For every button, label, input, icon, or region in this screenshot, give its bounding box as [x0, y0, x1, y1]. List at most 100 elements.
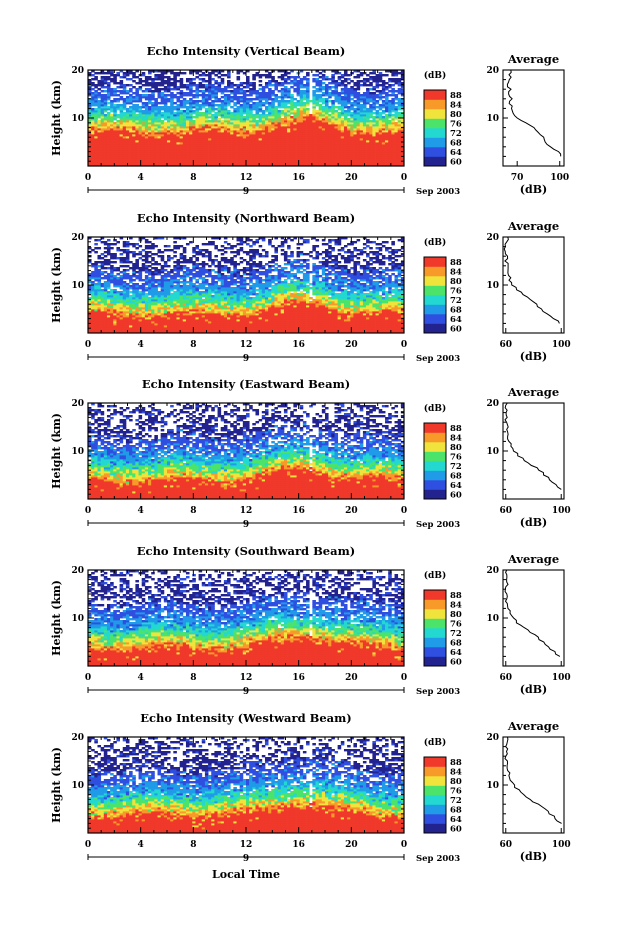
heatmap-cell	[328, 114, 332, 116]
heatmap-cell	[287, 72, 291, 74]
heatmap-cell	[281, 110, 285, 112]
heatmap-cell	[319, 76, 323, 78]
heatmap-cell	[170, 92, 174, 94]
heatmap-cell	[265, 92, 269, 94]
heatmap-cell	[259, 114, 263, 116]
heatmap-cell	[341, 74, 345, 76]
heatmap-cell	[123, 98, 127, 100]
profile-frame	[503, 70, 564, 166]
heatmap-cell	[382, 80, 386, 82]
heatmap-cell	[208, 102, 212, 104]
heatmap-cell	[297, 100, 301, 102]
heatmap-cell	[120, 265, 124, 267]
x-tick-label: 0	[401, 173, 407, 183]
heatmap-cell	[142, 255, 146, 257]
heatmap-cell	[186, 100, 190, 102]
heatmap-cell	[224, 94, 228, 96]
heatmap-cell	[94, 239, 98, 241]
heatmap-cell	[129, 291, 133, 293]
heatmap-cell	[97, 120, 101, 122]
heatmap-cell	[395, 106, 399, 108]
heatmap-cell	[303, 102, 307, 104]
heatmap-cell	[195, 76, 199, 78]
heatmap-cell	[255, 90, 259, 92]
heatmap-cell	[395, 94, 399, 96]
heatmap-cell	[101, 90, 105, 92]
heatmap-cell	[372, 116, 376, 118]
heatmap-cell	[360, 84, 364, 86]
heatmap-cell	[107, 291, 111, 293]
heatmap-cell	[271, 98, 275, 100]
heatmap-cell	[97, 80, 101, 82]
heatmap-cell	[391, 98, 395, 100]
heatmap-cell	[101, 257, 105, 259]
heatmap-cell	[221, 78, 225, 80]
heatmap-cell	[379, 72, 383, 74]
heatmap-cell	[113, 253, 117, 255]
y-axis-label: Height (km)	[50, 80, 63, 156]
heatmap-cell	[262, 102, 266, 104]
heatmap-cell	[135, 82, 139, 84]
heatmap-cell	[120, 76, 124, 78]
heatmap-cell	[331, 90, 335, 92]
panel-title: Echo Intensity (Vertical Beam)	[147, 44, 346, 58]
heatmap-cell	[341, 96, 345, 98]
heatmap-cell	[97, 92, 101, 94]
heatmap-cell	[274, 94, 278, 96]
heatmap-cell	[249, 104, 253, 106]
heatmap-cell	[135, 243, 139, 245]
heatmap-cell	[246, 98, 250, 100]
heatmap-cell	[186, 106, 190, 108]
heatmap-cell	[120, 90, 124, 92]
heatmap-cell	[347, 118, 351, 120]
heatmap-cell	[142, 84, 146, 86]
heatmap-cell	[350, 86, 354, 88]
heatmap-cell	[142, 80, 146, 82]
heatmap-cell	[199, 90, 203, 92]
heatmap-cell	[180, 100, 184, 102]
heatmap-cell	[142, 283, 146, 285]
heatmap-cell	[350, 72, 354, 74]
heatmap-cell	[246, 94, 250, 96]
heatmap-cell	[116, 241, 120, 243]
heatmap-cell	[376, 74, 380, 76]
heatmap-cell	[180, 90, 184, 92]
heatmap-cell	[161, 112, 165, 114]
heatmap-cell	[148, 94, 152, 96]
heatmap-cell	[113, 122, 117, 124]
heatmap-cell	[214, 74, 218, 76]
heatmap-cell	[252, 74, 256, 76]
heatmap-cell	[183, 92, 187, 94]
heatmap-cell	[243, 116, 247, 118]
heatmap-cell	[135, 271, 139, 273]
heatmap-cell	[129, 261, 133, 263]
profile-y-tick-label: 20	[486, 66, 499, 76]
heatmap-cell	[334, 106, 338, 108]
heatmap-cell	[218, 118, 222, 120]
heatmap-cell	[161, 88, 165, 90]
x-tick-label: 12	[240, 173, 253, 183]
heatmap-cell	[199, 94, 203, 96]
heatmap-cell	[202, 72, 206, 74]
heatmap-cell	[312, 86, 316, 88]
colorbar-label: 84	[450, 100, 462, 110]
heatmap-cell	[398, 78, 402, 80]
heatmap-cell	[328, 82, 332, 84]
heatmap-cell	[281, 74, 285, 76]
heatmap-cell	[91, 92, 95, 94]
heatmap-cell	[233, 84, 237, 86]
heatmap-cell	[145, 287, 149, 289]
heatmap-cell	[211, 84, 215, 86]
heatmap-cell	[287, 100, 291, 102]
heatmap-cell	[268, 102, 272, 104]
heatmap-cell	[398, 88, 402, 90]
heatmap-cell	[120, 80, 124, 82]
heatmap-cell	[176, 80, 180, 82]
heatmap-cell	[104, 259, 108, 261]
heatmap-cell	[388, 78, 392, 80]
heatmap-cell	[218, 98, 222, 100]
heatmap-cell	[221, 74, 225, 76]
heatmap-cell	[274, 106, 278, 108]
heatmap-cell	[287, 88, 291, 90]
